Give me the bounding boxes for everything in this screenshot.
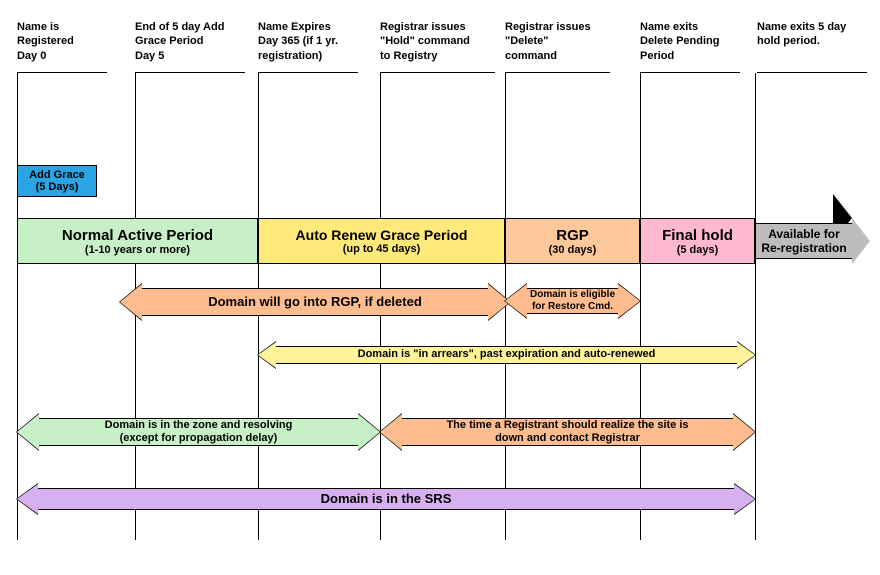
- header-underline: [380, 72, 495, 73]
- timeline-header: Name ExpiresDay 365 (if 1 yr.registratio…: [258, 20, 358, 63]
- timeline-header: Name exitsDelete PendingPeriod: [640, 20, 740, 63]
- vertical-divider: [755, 73, 756, 540]
- timeline-header: Name exits 5 dayhold period.: [757, 20, 867, 49]
- timeline-header: Registrar issues"Hold" commandto Registr…: [380, 20, 495, 63]
- header-underline: [258, 72, 358, 73]
- info-arrow: The time a Registrant should realize the…: [380, 414, 755, 450]
- vertical-divider: [17, 73, 18, 540]
- period-box: RGP(30 days): [505, 218, 640, 264]
- period-box: Final hold(5 days): [640, 218, 755, 264]
- info-arrow: Domain is eligiblefor Restore Cmd.: [505, 284, 640, 318]
- header-underline: [135, 72, 245, 73]
- period-box: Auto Renew Grace Period(up to 45 days): [258, 218, 505, 264]
- header-underline: [640, 72, 740, 73]
- info-arrow: Domain is in the zone and resolving(exce…: [17, 414, 380, 450]
- info-arrow: Domain is in the SRS: [17, 484, 755, 514]
- header-underline: [17, 72, 107, 73]
- info-arrow: Domain will go into RGP, if deleted: [120, 284, 510, 320]
- add-grace-box: Add Grace(5 Days): [17, 165, 97, 197]
- timeline-header: Name isRegisteredDay 0: [17, 20, 107, 63]
- available-arrow: Available forRe-registration: [755, 218, 870, 264]
- timeline-header: Registrar issues"Delete"command: [505, 20, 610, 63]
- header-underline: [757, 72, 867, 73]
- period-box: Normal Active Period(1-10 years or more): [17, 218, 258, 264]
- info-arrow: Domain is "in arrears", past expiration …: [258, 342, 755, 368]
- header-underline: [505, 72, 610, 73]
- timeline-header: End of 5 day AddGrace PeriodDay 5: [135, 20, 245, 63]
